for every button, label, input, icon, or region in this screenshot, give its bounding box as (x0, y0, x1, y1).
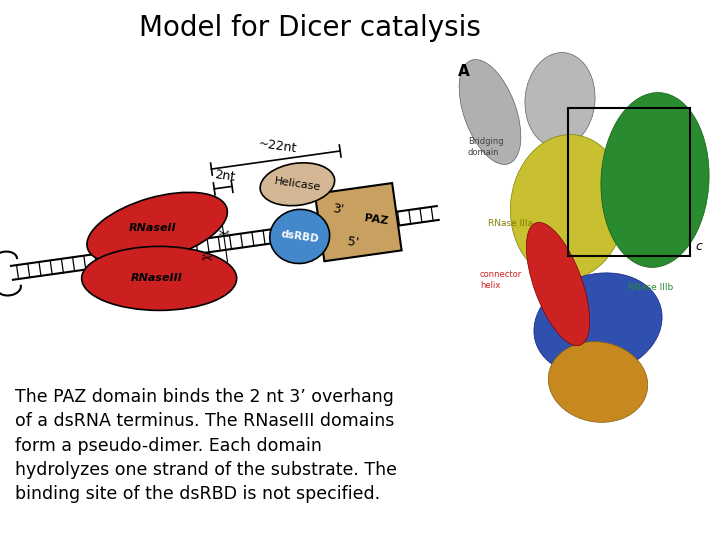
Ellipse shape (510, 134, 626, 279)
Text: 3': 3' (332, 202, 345, 217)
Ellipse shape (534, 273, 662, 375)
Bar (315, 183, 402, 261)
Text: ~22nt: ~22nt (258, 137, 298, 156)
Text: RNaseIII: RNaseIII (131, 273, 183, 284)
Text: Platform
domain: Platform domain (620, 294, 655, 314)
Text: The PAZ domain binds the 2 nt 3’ overhang
of a dsRNA terminus. The RNaseIII doma: The PAZ domain binds the 2 nt 3’ overhan… (15, 388, 397, 503)
Ellipse shape (81, 246, 237, 310)
Text: c: c (695, 240, 702, 253)
Text: ✂: ✂ (217, 222, 230, 238)
Text: 5': 5' (346, 235, 359, 249)
Bar (568, 108, 690, 256)
Text: ✂: ✂ (199, 251, 213, 266)
Text: Bridging
domain: Bridging domain (468, 137, 503, 157)
Text: RNase IIIa: RNase IIIa (488, 219, 533, 228)
Text: RNaseII: RNaseII (128, 223, 176, 233)
Ellipse shape (525, 52, 595, 147)
Ellipse shape (260, 163, 335, 206)
Text: Helicase: Helicase (274, 176, 321, 192)
Ellipse shape (270, 210, 330, 264)
Text: connector
helix: connector helix (480, 271, 522, 289)
Text: dsRBD: dsRBD (280, 229, 319, 244)
Ellipse shape (526, 222, 590, 346)
Text: RNase IIIb: RNase IIIb (628, 282, 673, 292)
Text: Model for Dicer catalysis: Model for Dicer catalysis (139, 14, 481, 42)
Text: A: A (458, 64, 469, 79)
Ellipse shape (459, 59, 521, 165)
Text: PAZ: PAZ (364, 213, 389, 226)
Ellipse shape (87, 192, 228, 264)
Ellipse shape (601, 92, 709, 267)
Ellipse shape (548, 342, 648, 422)
Text: PAZ: PAZ (569, 383, 588, 393)
Text: 2nt: 2nt (214, 168, 236, 184)
